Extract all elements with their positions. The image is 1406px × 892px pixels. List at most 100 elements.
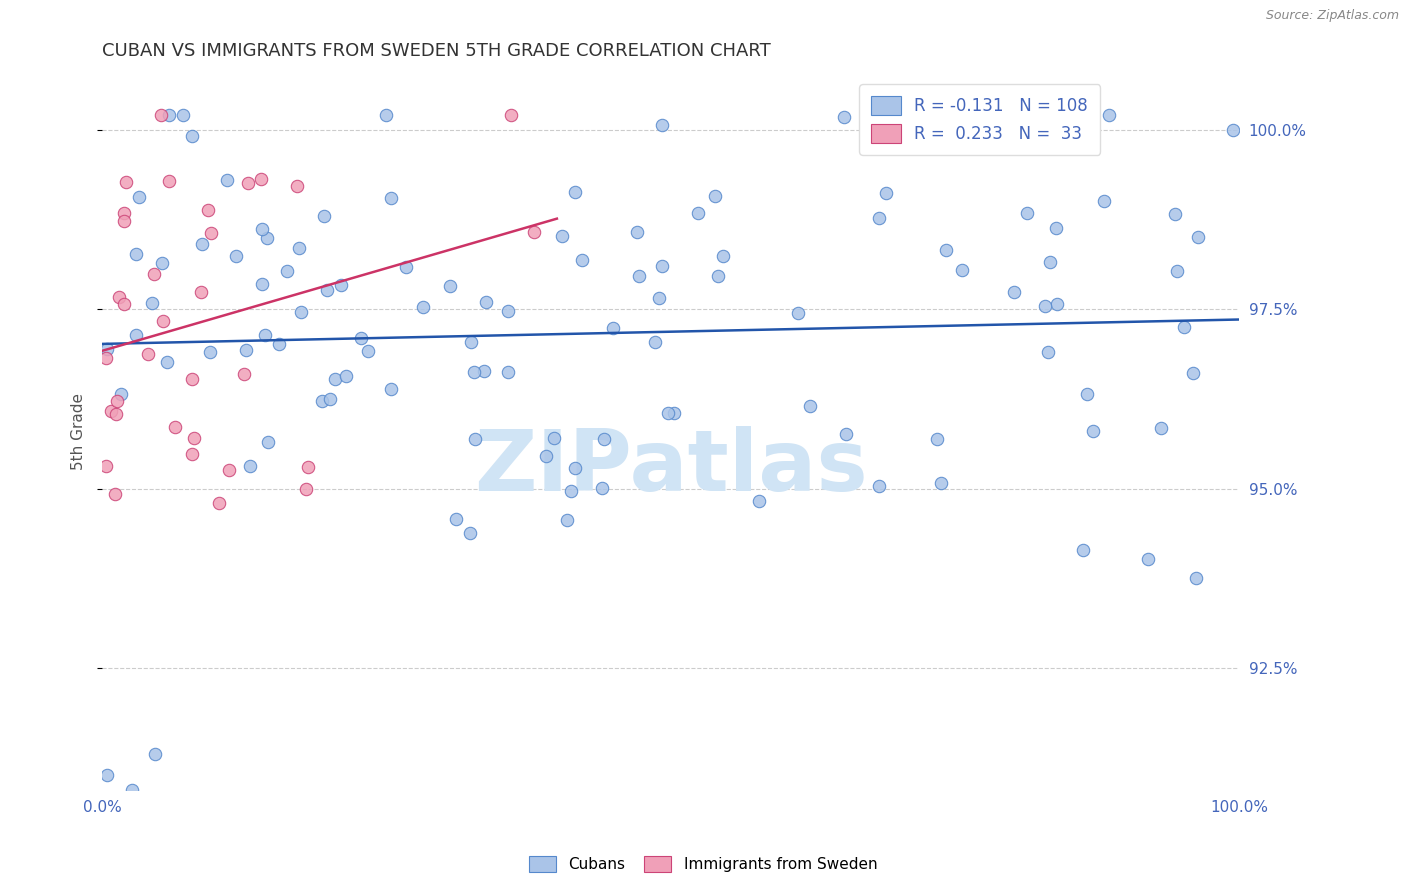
Point: [295, 482, 318, 496]
Point: [1173, 319, 1195, 334]
Point: [1094, 194, 1116, 209]
Point: [108, 290, 131, 304]
Point: [875, 186, 897, 200]
Point: [191, 236, 214, 251]
Point: [560, 483, 582, 498]
Point: [1002, 285, 1025, 299]
Point: [190, 285, 212, 300]
Point: [460, 526, 482, 541]
Point: [157, 108, 180, 122]
Point: [787, 306, 810, 320]
Point: [96, 342, 118, 356]
Point: [534, 449, 557, 463]
Point: [323, 372, 346, 386]
Point: [868, 211, 890, 226]
Point: [1039, 255, 1062, 269]
Point: [112, 206, 135, 220]
Point: [218, 463, 240, 477]
Point: [1033, 299, 1056, 313]
Point: [1222, 123, 1244, 137]
Point: [648, 291, 671, 305]
Point: [564, 461, 586, 475]
Point: [571, 252, 593, 267]
Point: [285, 178, 308, 193]
Point: [380, 382, 402, 396]
Point: [1045, 221, 1067, 235]
Point: [1046, 296, 1069, 310]
Point: [335, 368, 357, 383]
Point: [1136, 552, 1159, 566]
Point: [150, 256, 173, 270]
Point: [651, 118, 673, 132]
Point: [197, 202, 219, 217]
Point: [498, 304, 520, 318]
Point: [1181, 367, 1204, 381]
Point: [200, 344, 222, 359]
Point: [128, 190, 150, 204]
Legend: R = -0.131   N = 108, R =  0.233   N =  33: R = -0.131 N = 108, R = 0.233 N = 33: [859, 85, 1099, 154]
Point: [1071, 543, 1094, 558]
Point: [799, 399, 821, 413]
Point: [96, 768, 118, 782]
Point: [276, 263, 298, 277]
Text: CUBAN VS IMMIGRANTS FROM SWEDEN 5TH GRADE CORRELATION CHART: CUBAN VS IMMIGRANTS FROM SWEDEN 5TH GRAD…: [103, 42, 770, 60]
Point: [100, 404, 122, 418]
Point: [711, 249, 734, 263]
Point: [104, 407, 127, 421]
Point: [181, 372, 204, 386]
Point: [357, 344, 380, 359]
Point: [155, 355, 177, 369]
Point: [591, 481, 613, 495]
Point: [748, 494, 770, 508]
Point: [1187, 230, 1209, 244]
Point: [464, 432, 486, 446]
Point: [439, 279, 461, 293]
Point: [142, 267, 165, 281]
Point: [152, 314, 174, 328]
Point: [314, 209, 336, 223]
Point: [707, 268, 730, 283]
Point: [172, 108, 194, 122]
Point: [543, 431, 565, 445]
Point: [250, 171, 273, 186]
Point: [94, 351, 117, 365]
Point: [267, 336, 290, 351]
Point: [651, 259, 673, 273]
Legend: Cubans, Immigrants from Sweden: Cubans, Immigrants from Sweden: [522, 848, 884, 880]
Point: [460, 335, 482, 350]
Point: [350, 331, 373, 345]
Point: [136, 346, 159, 360]
Point: [329, 277, 352, 292]
Point: [380, 191, 402, 205]
Point: [145, 747, 167, 761]
Point: [412, 300, 434, 314]
Point: [1081, 425, 1104, 439]
Point: [555, 513, 578, 527]
Point: [256, 230, 278, 244]
Point: [832, 110, 855, 124]
Point: [319, 392, 342, 406]
Point: [110, 386, 132, 401]
Point: [602, 321, 624, 335]
Point: [475, 295, 498, 310]
Point: [375, 108, 398, 122]
Point: [662, 406, 685, 420]
Point: [125, 246, 148, 260]
Point: [252, 277, 274, 291]
Point: [551, 229, 574, 244]
Point: [1185, 571, 1208, 585]
Point: [141, 296, 163, 310]
Point: [235, 343, 257, 357]
Point: [163, 420, 186, 434]
Point: [1166, 264, 1188, 278]
Point: [1038, 345, 1060, 359]
Point: [496, 365, 519, 379]
Point: [523, 225, 546, 239]
Point: [252, 222, 274, 236]
Point: [94, 458, 117, 473]
Point: [149, 108, 172, 122]
Point: [472, 364, 495, 378]
Text: ZIPatlas: ZIPatlas: [474, 425, 868, 508]
Point: [217, 173, 239, 187]
Point: [657, 406, 679, 420]
